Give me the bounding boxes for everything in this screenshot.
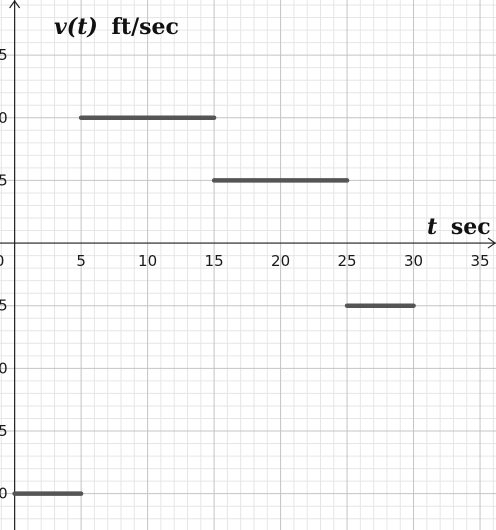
tick-labels: 0 5 10 15 20 25 30 35 −20 −15 −10 −5 5 10 15 <box>0 46 490 503</box>
y-tick-label: 5 <box>0 171 8 189</box>
x-tick-label: 35 <box>470 252 489 270</box>
y-tick-label: −10 <box>0 359 8 377</box>
x-tick-label: 20 <box>271 252 290 270</box>
y-tick-label: 10 <box>0 109 8 127</box>
x-tick-label: 15 <box>205 252 224 270</box>
x-axis-label: t sec <box>427 214 491 240</box>
y-tick-label: −5 <box>0 297 8 315</box>
x-tick-label: 5 <box>76 252 86 270</box>
y-tick-label: −20 <box>0 485 8 503</box>
x-tick-label: 30 <box>404 252 423 270</box>
y-tick-label: 15 <box>0 46 8 64</box>
x-tick-label: 10 <box>138 252 157 270</box>
y-axis-label: v(t) ft/sec <box>54 14 179 40</box>
x-axis-variable: t <box>427 214 437 240</box>
x-tick-label: 25 <box>338 252 357 270</box>
y-tick-label: −15 <box>0 422 8 440</box>
x-axis-unit: sec <box>451 214 491 240</box>
x-tick-label: 0 <box>0 252 4 270</box>
y-axis-variable: v(t) <box>54 14 98 40</box>
y-axis-unit: ft/sec <box>111 14 178 40</box>
